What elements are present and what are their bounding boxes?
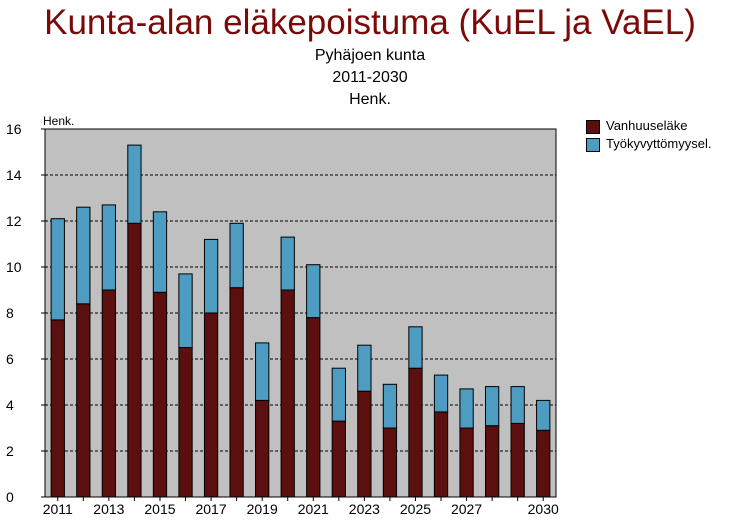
bar-2011-tyokyvyttomyysel — [50, 218, 65, 321]
chart-title: Kunta-alan eläkepoistuma (KuEL ja VaEL) — [44, 3, 696, 42]
bar-2013-vanhuuselake — [101, 289, 117, 498]
bar-2026-vanhuuselake — [433, 411, 449, 498]
y-axis-label: Henk. — [43, 114, 74, 128]
x-tick-label-2027: 2027 — [451, 501, 482, 517]
x-tick-label-2025: 2025 — [400, 501, 431, 517]
bar-2028-tyokyvyttomyysel — [484, 386, 500, 427]
legend-label-tyokyvyttomyysel: Työkyvyttömyysel. — [606, 136, 712, 151]
bar-2017-tyokyvyttomyysel — [203, 238, 219, 314]
bar-2025-vanhuuselake — [408, 367, 423, 498]
bar-2019-vanhuuselake — [255, 399, 270, 498]
x-tick-label-2021: 2021 — [298, 501, 329, 517]
bar-2029-tyokyvyttomyysel — [510, 386, 525, 424]
y-tick-label-0: 0 — [6, 489, 14, 505]
y-tick-label-6: 6 — [6, 351, 14, 367]
bar-2015-vanhuuselake — [152, 291, 168, 498]
bar-2016-tyokyvyttomyysel — [178, 273, 193, 348]
bar-2022-vanhuuselake — [331, 420, 346, 498]
bar-2016-vanhuuselake — [178, 347, 193, 498]
bar-2020-vanhuuselake — [280, 289, 295, 498]
bar-2024-tyokyvyttomyysel — [382, 383, 398, 429]
y-tick-label-2: 2 — [6, 443, 14, 459]
x-tick-label-2023: 2023 — [349, 501, 380, 517]
bar-2020-tyokyvyttomyysel — [280, 236, 295, 291]
y-tick-label-12: 12 — [6, 213, 22, 229]
y-tick-label-10: 10 — [6, 259, 22, 275]
bar-2027-tyokyvyttomyysel — [459, 388, 474, 429]
bar-2012-tyokyvyttomyysel — [76, 206, 91, 305]
legend-item-vanhuuselake: Vanhuuseläke — [586, 118, 687, 134]
y-tick-label-8: 8 — [6, 305, 14, 321]
bar-2030-tyokyvyttomyysel — [536, 399, 551, 431]
plot-frame — [44, 128, 557, 498]
legend-item-tyokyvyttomyysel: Työkyvyttömyysel. — [586, 136, 711, 152]
x-tick-label-2015: 2015 — [144, 501, 175, 517]
bar-2028-vanhuuselake — [484, 425, 500, 498]
x-tick-label-2017: 2017 — [195, 501, 226, 517]
bar-2015-tyokyvyttomyysel — [152, 211, 168, 293]
x-tick-label-2011: 2011 — [43, 501, 73, 517]
bar-2023-tyokyvyttomyysel — [357, 344, 372, 392]
bar-2022-tyokyvyttomyysel — [331, 367, 346, 422]
legend-label-vanhuuselake: Vanhuuseläke — [606, 118, 688, 133]
bar-2030-vanhuuselake — [536, 429, 551, 498]
y-tick-label-14: 14 — [6, 167, 22, 183]
chart-subtitle-period: 2011-2030 — [332, 69, 408, 86]
bar-2018-vanhuuselake — [229, 287, 244, 498]
bar-2023-vanhuuselake — [357, 390, 372, 498]
bar-2018-tyokyvyttomyysel — [229, 222, 244, 289]
bar-2013-tyokyvyttomyysel — [101, 204, 117, 291]
bar-2019-tyokyvyttomyysel — [255, 342, 270, 401]
bar-2012-vanhuuselake — [76, 303, 91, 498]
bar-2017-vanhuuselake — [203, 312, 219, 498]
bar-2024-vanhuuselake — [382, 427, 398, 498]
chart-subtitle-unit: Henk. — [349, 91, 391, 108]
y-tick-label-16: 16 — [6, 121, 22, 137]
bar-2025-tyokyvyttomyysel — [408, 326, 423, 369]
chart-subtitle-region: Pyhäjoen kunta — [314, 47, 426, 64]
y-tick-label-4: 4 — [6, 397, 14, 413]
bar-2021-tyokyvyttomyysel — [306, 264, 321, 319]
x-tick-label-2019: 2019 — [247, 501, 278, 517]
bar-2011-vanhuuselake — [50, 319, 65, 498]
bar-2014-tyokyvyttomyysel — [127, 144, 142, 224]
bar-2026-tyokyvyttomyysel — [433, 374, 449, 413]
bar-2029-vanhuuselake — [510, 422, 525, 498]
legend-swatch-tyokyvyttomyysel — [586, 137, 600, 152]
bar-2021-vanhuuselake — [306, 317, 321, 498]
legend-swatch-vanhuuselake — [586, 119, 600, 134]
x-tick-label-2013: 2013 — [93, 501, 124, 517]
bar-2027-vanhuuselake — [459, 427, 474, 498]
x-tick-label-2030: 2030 — [528, 501, 559, 517]
bar-2014-vanhuuselake — [127, 222, 142, 498]
